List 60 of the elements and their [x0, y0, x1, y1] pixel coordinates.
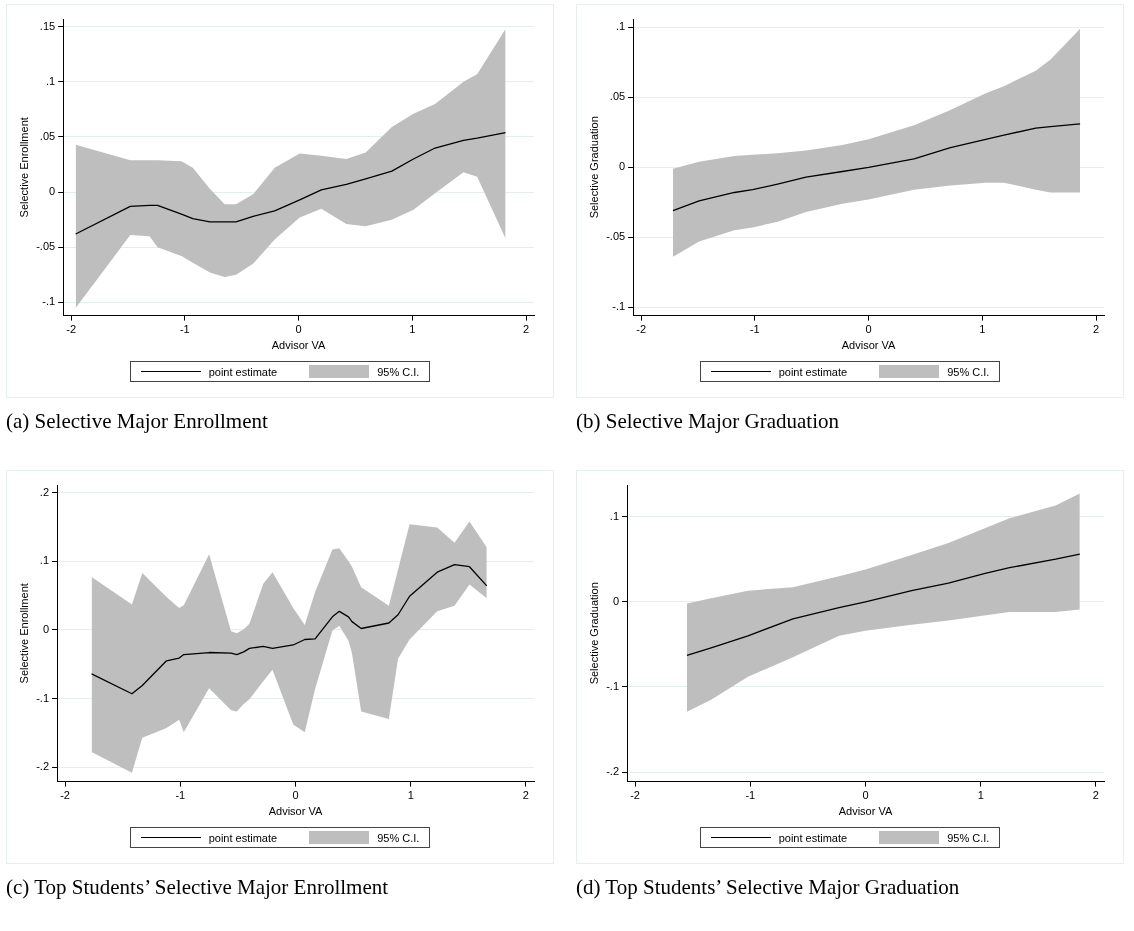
y-tick-label: -.1 [606, 680, 620, 693]
text: point estimate [208, 365, 278, 378]
text: point estimate [778, 365, 848, 378]
y-axis-title: Selective Graduation [587, 116, 600, 219]
y-tick-label: -.05 [36, 240, 56, 253]
x-axis-title: Advisor VA [838, 805, 893, 818]
x-tick-label: -2 [66, 323, 77, 336]
text: (a) Selective Major Enrollment [6, 408, 269, 435]
y-tick-label: .1 [39, 554, 50, 567]
y-tick-label: -.2 [606, 765, 620, 778]
x-axis-title: Advisor VA [841, 339, 897, 352]
y-tick-label: 0 [49, 185, 56, 198]
x-tick-label: -1 [745, 789, 756, 802]
x-tick-label: 0 [862, 789, 869, 802]
text: (c) Top Students’ Selective Major Enrollment [6, 874, 390, 901]
text: 95% C.I. [377, 831, 420, 844]
text: 95% C.I. [947, 831, 990, 844]
text: 95% C.I. [377, 365, 420, 378]
x-tick-label: -2 [636, 323, 647, 336]
x-tick-label: 1 [409, 323, 416, 336]
text: point estimate [208, 831, 278, 844]
text: (d) Top Students’ Selective Major Graduation [576, 874, 961, 901]
y-tick-label: .1 [615, 20, 626, 33]
y-axis-title: Selective Graduation [587, 582, 600, 685]
y-tick-label: -.2 [36, 760, 50, 773]
x-tick-label: 1 [979, 323, 986, 336]
y-tick-label: .1 [609, 509, 620, 522]
y-tick-label: .05 [39, 130, 56, 143]
text: 95% C.I. [947, 365, 990, 378]
x-axis-title: Advisor VA [268, 805, 323, 818]
x-tick-label: -2 [630, 789, 640, 802]
x-tick-label: 0 [295, 323, 302, 336]
text: point estimate [778, 831, 848, 844]
y-tick-label: -.1 [36, 691, 50, 704]
x-tick-label: -2 [60, 789, 70, 802]
y-tick-label: .15 [39, 19, 56, 32]
y-tick-label: -.1 [42, 295, 56, 308]
x-tick-label: -1 [175, 789, 186, 802]
y-tick-label: 0 [612, 594, 620, 607]
y-axis-title: Selective Enrollment [17, 117, 30, 218]
x-tick-label: 2 [1092, 323, 1100, 336]
y-tick-label: .05 [609, 90, 626, 103]
y-tick-label: .1 [45, 74, 56, 87]
text: (b) Selective Major Graduation [576, 408, 840, 435]
y-tick-label: -.05 [606, 230, 626, 243]
x-axis-title: Advisor VA [271, 339, 327, 352]
x-tick-label: 2 [1092, 789, 1099, 802]
y-axis-title: Selective Enrollment [17, 583, 30, 684]
x-tick-label: 2 [522, 323, 530, 336]
x-tick-label: -1 [749, 323, 760, 336]
x-tick-label: 2 [522, 789, 529, 802]
y-tick-label: 0 [42, 622, 50, 635]
x-tick-label: -1 [179, 323, 190, 336]
x-tick-label: 0 [292, 789, 299, 802]
y-tick-label: -.1 [612, 300, 626, 313]
x-tick-label: 0 [865, 323, 872, 336]
y-tick-label: .2 [39, 485, 50, 498]
y-tick-label: 0 [619, 160, 626, 173]
x-tick-label: 1 [977, 789, 984, 802]
x-tick-label: 1 [407, 789, 414, 802]
